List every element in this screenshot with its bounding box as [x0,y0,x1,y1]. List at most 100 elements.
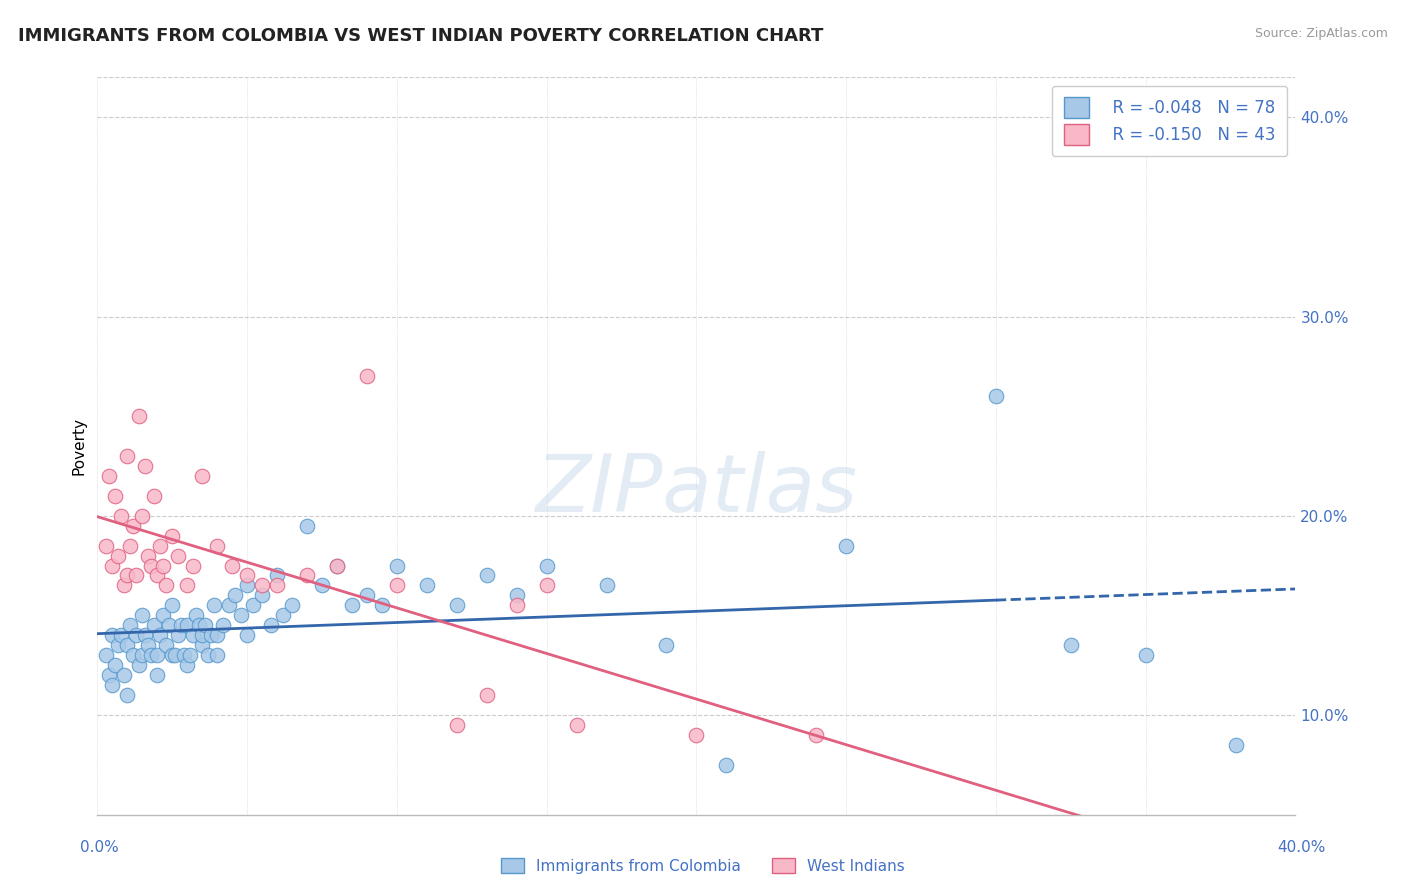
Point [260,618,283,632]
Point [167,628,190,642]
Point [536,558,558,573]
Point [110,628,132,642]
Point [202,599,225,613]
Point [655,638,678,652]
Point [167,549,190,563]
Point [96,539,118,553]
Point [98,469,121,483]
Point [371,599,394,613]
Point [250,578,273,592]
Point [122,518,145,533]
Point [191,469,214,483]
Point [806,728,828,742]
Point [143,489,166,503]
Point [181,628,204,642]
Point [157,618,180,632]
Point [160,529,183,543]
Point [120,539,142,553]
Point [416,578,439,592]
Point [326,558,349,573]
Point [120,618,142,632]
Point [212,618,235,632]
Point [96,648,118,663]
Point [295,568,318,582]
Point [146,568,169,582]
Point [716,757,738,772]
Point [104,489,127,503]
Point [266,568,288,582]
Point [385,578,408,592]
Point [155,638,177,652]
Point [194,618,217,632]
Point [176,658,198,673]
Point [356,589,378,603]
Point [266,578,288,592]
Point [236,578,259,592]
Point [984,389,1007,403]
Point [107,638,129,652]
Point [136,549,159,563]
Point [181,558,204,573]
Point [165,648,187,663]
Point [125,628,148,642]
Point [101,678,124,692]
Point [149,628,172,642]
Point [117,568,139,582]
Point [131,508,153,523]
Point [112,578,135,592]
Point [146,648,169,663]
Point [505,599,527,613]
Point [191,628,214,642]
Point [236,628,259,642]
Point [104,658,127,673]
Point [1225,738,1247,752]
Point [110,508,132,523]
Point [685,728,707,742]
Point [134,628,156,642]
Point [101,558,124,573]
Point [565,718,588,732]
Point [152,558,174,573]
Point [131,608,153,623]
Point [242,599,264,613]
Text: 40.0%: 40.0% [1278,840,1326,855]
Point [446,599,468,613]
Point [125,568,148,582]
Legend:   R = -0.048   N = 78,   R = -0.150   N = 43: R = -0.048 N = 78, R = -0.150 N = 43 [1052,86,1286,156]
Point [475,568,498,582]
Point [179,648,201,663]
Point [146,668,169,682]
Point [176,618,198,632]
Point [117,688,139,702]
Point [176,578,198,592]
Point [835,539,858,553]
Point [152,608,174,623]
Point [356,369,378,384]
Legend: Immigrants from Colombia, West Indians: Immigrants from Colombia, West Indians [495,852,911,880]
Point [595,578,617,592]
Point [128,409,150,423]
Point [149,539,172,553]
Point [505,589,527,603]
Point [295,518,318,533]
Point [131,648,153,663]
Point [281,599,304,613]
Point [160,599,183,613]
Point [446,718,468,732]
Point [197,648,219,663]
Point [191,638,214,652]
Point [186,608,208,623]
Point [173,648,195,663]
Point [340,599,363,613]
Point [236,568,259,582]
Point [160,648,183,663]
Point [143,618,166,632]
Point [271,608,294,623]
Text: 0.0%: 0.0% [80,840,120,855]
Text: ZIPatlas: ZIPatlas [536,451,858,529]
Point [112,668,135,682]
Point [141,648,163,663]
Point [136,638,159,652]
Point [128,658,150,673]
Text: Source: ZipAtlas.com: Source: ZipAtlas.com [1254,27,1388,40]
